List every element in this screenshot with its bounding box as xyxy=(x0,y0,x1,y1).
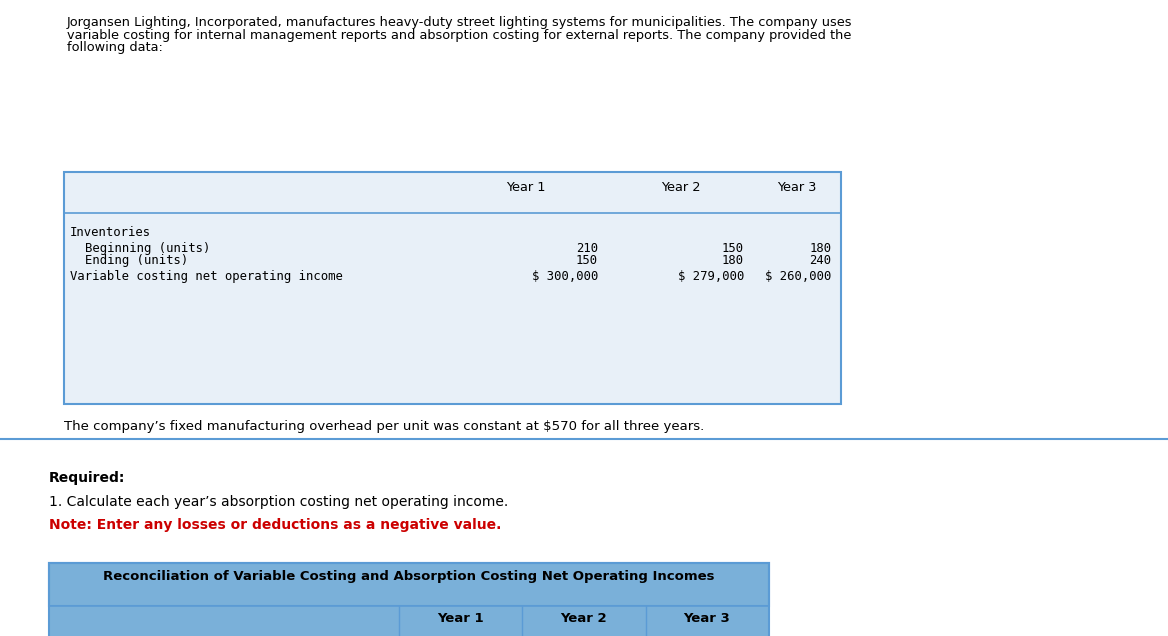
Text: $ 300,000: $ 300,000 xyxy=(531,270,598,283)
Text: Variable costing net operating income: Variable costing net operating income xyxy=(70,270,343,283)
Text: variable costing for internal management reports and absorption costing for exte: variable costing for internal management… xyxy=(67,29,851,41)
Text: 180: 180 xyxy=(722,254,744,267)
Text: $ 279,000: $ 279,000 xyxy=(677,270,744,283)
Text: Inventories: Inventories xyxy=(70,226,151,238)
Text: 150: 150 xyxy=(576,254,598,267)
Text: Note: Enter any losses or deductions as a negative value.: Note: Enter any losses or deductions as … xyxy=(49,518,501,532)
Text: Reconciliation of Variable Costing and Absorption Costing Net Operating Incomes: Reconciliation of Variable Costing and A… xyxy=(103,570,715,583)
Text: Year 2: Year 2 xyxy=(661,181,700,194)
Text: 1. Calculate each year’s absorption costing net operating income.: 1. Calculate each year’s absorption cost… xyxy=(49,495,508,509)
Text: 240: 240 xyxy=(809,254,832,267)
Text: Year 2: Year 2 xyxy=(561,612,607,625)
Text: The company’s fixed manufacturing overhead per unit was constant at $570 for all: The company’s fixed manufacturing overhe… xyxy=(64,420,704,432)
Text: Year 1: Year 1 xyxy=(438,612,485,625)
Text: 210: 210 xyxy=(576,242,598,254)
Text: Year 3: Year 3 xyxy=(778,181,816,194)
Text: Year 3: Year 3 xyxy=(683,612,730,625)
Bar xyxy=(64,172,841,404)
Bar xyxy=(49,606,769,636)
Bar xyxy=(49,563,769,636)
Text: 180: 180 xyxy=(809,242,832,254)
Text: $ 260,000: $ 260,000 xyxy=(765,270,832,283)
Text: 150: 150 xyxy=(722,242,744,254)
Text: Year 1: Year 1 xyxy=(506,181,545,194)
Bar xyxy=(49,563,769,606)
Text: Ending (units): Ending (units) xyxy=(85,254,188,267)
Text: Jorgansen Lighting, Incorporated, manufactures heavy-duty street lighting system: Jorgansen Lighting, Incorporated, manufa… xyxy=(67,16,853,29)
Text: following data:: following data: xyxy=(67,41,162,54)
Text: Required:: Required: xyxy=(49,471,125,485)
Text: Beginning (units): Beginning (units) xyxy=(85,242,210,254)
